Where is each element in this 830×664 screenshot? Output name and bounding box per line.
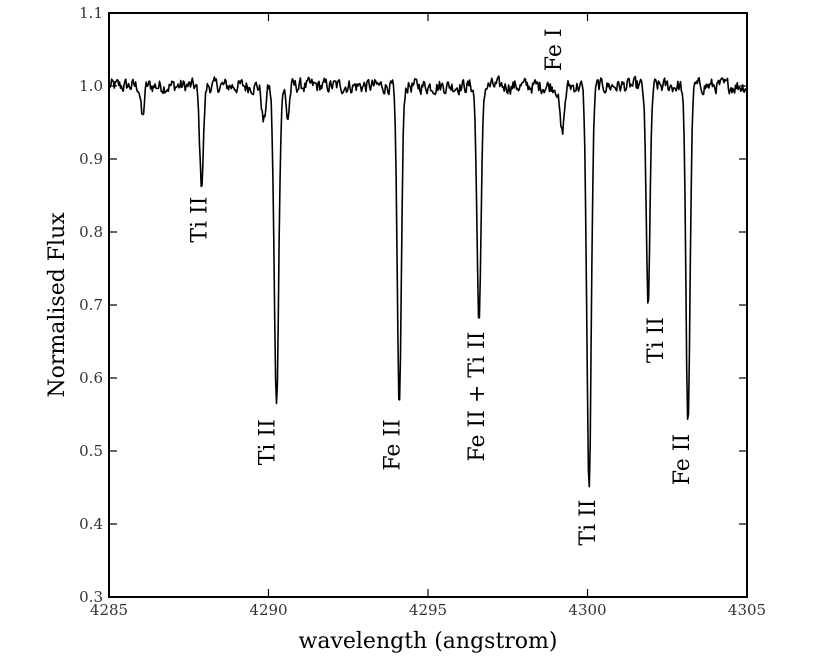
y-tick-label: 0.5	[79, 442, 103, 460]
absorption-line-label: Fe II	[380, 419, 405, 470]
x-tick-label: 4295	[409, 601, 447, 619]
y-tick-label: 0.6	[79, 369, 103, 387]
absorption-line-label: Ti II	[255, 419, 280, 465]
spectrum-line	[109, 75, 747, 488]
y-tick-label: 0.4	[79, 515, 103, 533]
absorption-line-label: Ti II	[644, 317, 669, 363]
x-tick-label: 4305	[728, 601, 766, 619]
x-tick-label: 4300	[568, 601, 606, 619]
y-tick-label: 1.1	[79, 4, 103, 22]
y-tick-label: 0.7	[79, 296, 103, 314]
y-tick-label: 0.9	[79, 150, 103, 168]
absorption-line-label: Ti II	[188, 197, 213, 243]
plot-area: 4285 4290 4295 4300 4305 0.3 0.4 0.5 0.6 0.7 0.8 0.…	[79, 4, 766, 619]
absorption-line-label: Fe I	[542, 28, 567, 71]
labels-layer: wavelength (angstrom) Normalised Flux Ti I…	[45, 28, 695, 654]
absorption-line-label: Fe II + Ti II	[465, 332, 490, 462]
absorption-line-label: Fe II	[670, 434, 695, 485]
y-tick-label: 0.3	[79, 588, 103, 606]
y-tick-label: 0.8	[79, 223, 103, 241]
x-tick-label: 4290	[249, 601, 287, 619]
absorption-line-label: Ti II	[576, 500, 601, 546]
y-axis-label: Normalised Flux	[45, 212, 70, 398]
x-axis-label: wavelength (angstrom)	[299, 629, 558, 654]
x-tick-label: 4285	[90, 601, 128, 619]
y-tick-label: 1.0	[79, 77, 103, 95]
